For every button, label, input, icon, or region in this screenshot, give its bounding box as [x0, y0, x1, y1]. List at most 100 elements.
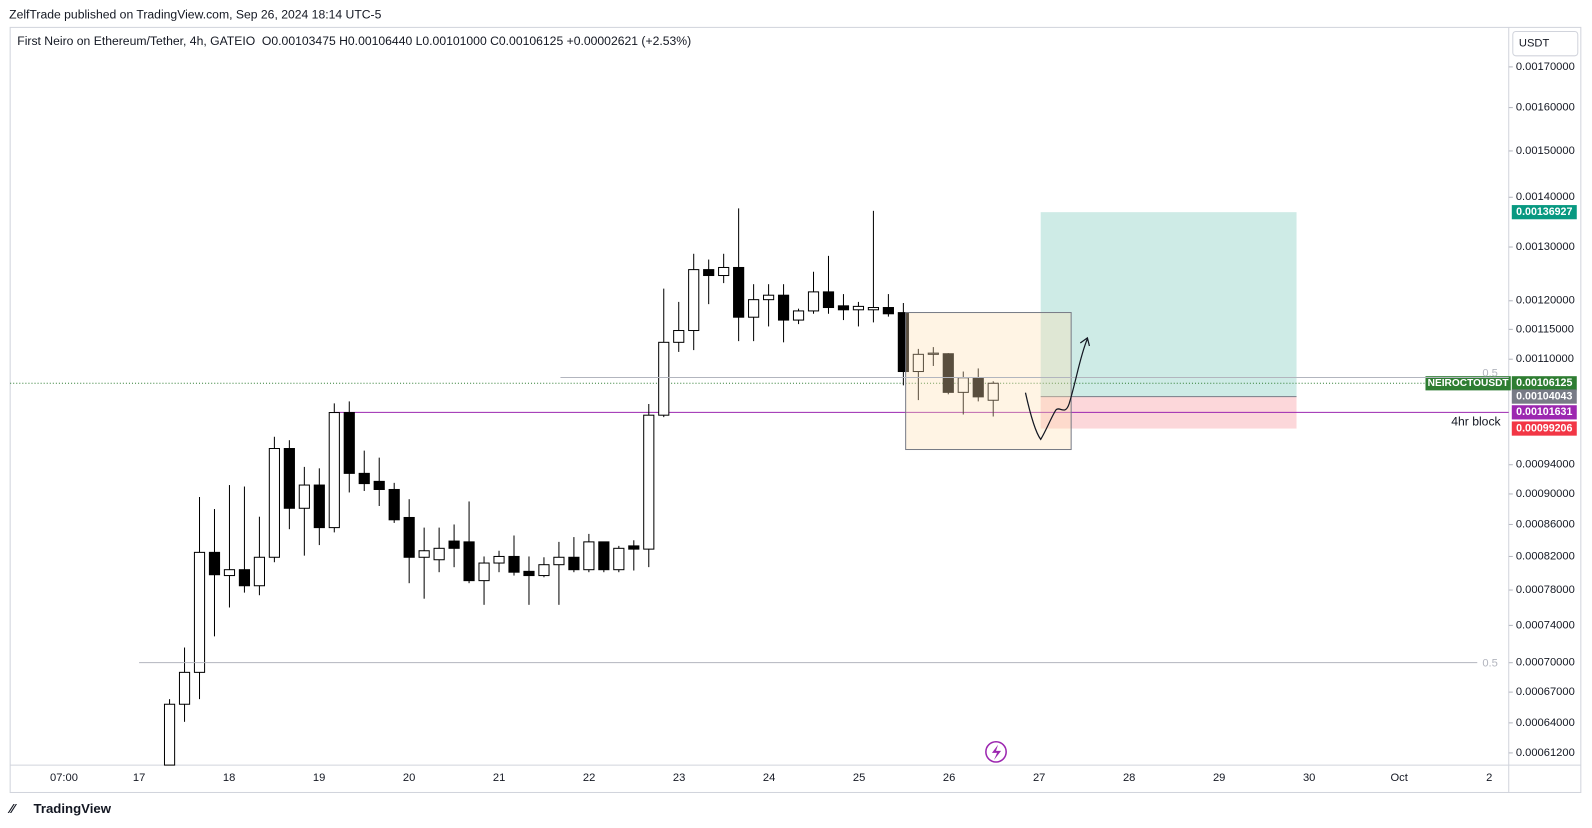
y-tick-label: 0.00086000: [1516, 518, 1575, 530]
frame: [9, 26, 1582, 793]
x-tick-label: 21: [493, 772, 505, 784]
candle-body: [867, 307, 880, 311]
candle-body: [328, 412, 340, 529]
x-tick-label: Oct: [1391, 772, 1409, 784]
fib-label: 0.5: [1482, 658, 1498, 670]
price-tag-label: 0.00104043: [1516, 390, 1572, 402]
candle-body: [208, 551, 221, 576]
candle-body: [927, 352, 939, 355]
candle-body: [223, 569, 236, 577]
projection-path: [1024, 336, 1091, 441]
candle-body: [598, 541, 610, 571]
y-tick-label: 0.00120000: [1516, 295, 1575, 307]
event-bolt: [991, 744, 1002, 761]
candle-body: [688, 269, 700, 332]
candle-body: [178, 671, 191, 705]
price-tag-label: 0.00101631: [1516, 406, 1572, 418]
price-tag-label: 0.00106125: [1516, 377, 1572, 389]
target-zone: [1040, 212, 1297, 397]
y-tick-label: 0.00130000: [1516, 241, 1575, 253]
x-tick-label: 24: [763, 772, 775, 784]
candle-body: [792, 310, 805, 321]
price-tag: [1511, 376, 1577, 391]
candle-body: [523, 570, 535, 577]
x-tick-label: 23: [673, 772, 685, 784]
candle-body: [253, 556, 265, 587]
y-tick-label: 0.00078000: [1516, 584, 1575, 596]
candle-body: [418, 550, 430, 558]
logo-mark: ⁄⁄: [7, 801, 17, 816]
candle-body: [508, 555, 520, 573]
price-tag: [1511, 205, 1577, 220]
footer: TradingView: [34, 801, 112, 816]
candle-body: [897, 312, 909, 373]
candle-body: [763, 294, 775, 301]
price-tag: [1511, 421, 1577, 436]
y-tick-label: 0.00074000: [1516, 619, 1575, 631]
y-tick-label: 0.00110000: [1516, 353, 1574, 365]
symbol-tag-label: NEIROCTOUSDT: [1428, 378, 1510, 389]
candle-body: [613, 547, 625, 571]
x-tick-label: 26: [943, 772, 955, 784]
currency-box[interactable]: [1512, 30, 1579, 57]
y-tick-label: 0.00115000: [1516, 323, 1574, 335]
candle-body: [568, 556, 580, 571]
candle-body: [777, 294, 790, 321]
ohlc-legend: O0.00103475 H0.00106440 L0.00101000 C0.0…: [262, 34, 691, 48]
symbol-tag: [1425, 376, 1511, 391]
candle-body: [912, 353, 924, 373]
y-tick-label: 0.00067000: [1516, 686, 1575, 698]
price-tag-label: 0.00099206: [1516, 422, 1572, 434]
candle-body: [298, 484, 310, 509]
candle-body: [373, 480, 385, 490]
y-tick-label: 0.00170000: [1516, 61, 1575, 73]
y-tick-label: 0.00061200: [1516, 747, 1575, 759]
candle-body: [193, 551, 206, 673]
candle-body: [283, 448, 295, 509]
candle-body: [313, 484, 325, 529]
candle-body: [553, 556, 565, 566]
candle-body: [942, 353, 954, 393]
price-tag: [1511, 405, 1577, 420]
candle-body: [882, 307, 894, 315]
x-tick-label: 19: [313, 772, 325, 784]
candle-body: [807, 291, 820, 312]
x-tick-label: 22: [583, 772, 595, 784]
x-tick-label: 20: [403, 772, 415, 784]
x-tick-label: 25: [853, 772, 865, 784]
x-tick-label: 30: [1303, 772, 1315, 784]
candle-body: [703, 269, 715, 277]
x-tick-label: 18: [223, 772, 235, 784]
fib-label: 0.5: [1482, 367, 1498, 379]
y-tick-label: 0.00150000: [1516, 145, 1575, 157]
candle-body: [403, 516, 415, 558]
candle-body: [238, 569, 251, 587]
candle-body: [268, 448, 280, 558]
candle-body: [748, 299, 760, 318]
candle-body: [733, 266, 745, 318]
header: ZelfTrade published on TradingView.com, …: [9, 7, 381, 21]
x-tick-label: 27: [1033, 772, 1045, 784]
order-block-box[interactable]: [905, 312, 1072, 451]
candle-body: [343, 412, 355, 474]
x-tick-label: 17: [133, 772, 145, 784]
candle-body: [583, 541, 595, 571]
candle-body: [852, 305, 865, 311]
currency: USDT: [1519, 38, 1550, 50]
candle-body: [538, 564, 550, 577]
candle-body: [388, 488, 400, 521]
x-tick-label: 28: [1123, 772, 1135, 784]
candle-body: [643, 414, 655, 550]
y-tick-label: 0.00160000: [1516, 102, 1575, 114]
chart-title: First Neiro on Ethereum/Tether, 4h, GATE…: [17, 34, 255, 48]
x-tick-label: 2: [1486, 772, 1492, 784]
candle-body: [673, 330, 685, 343]
candle-body: [358, 472, 370, 485]
candle-body: [837, 305, 850, 311]
y-tick-label: 0.00070000: [1516, 657, 1575, 669]
candle-body: [658, 341, 670, 416]
candle-body: [163, 703, 176, 766]
candle-body: [493, 555, 505, 564]
